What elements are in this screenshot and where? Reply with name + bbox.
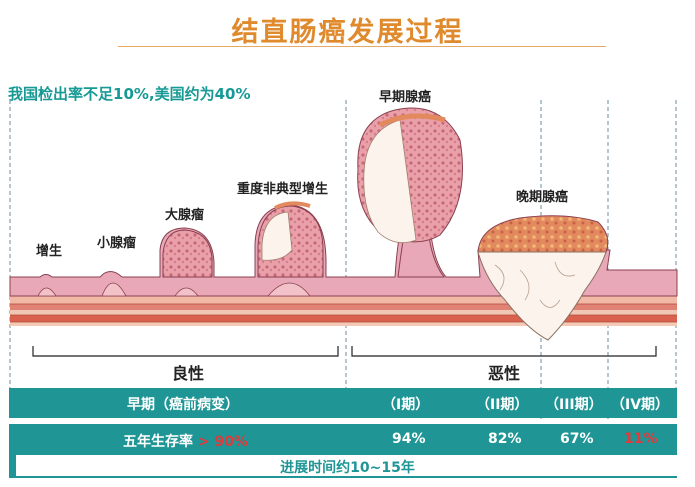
stage-label-late-cancer: 晚期腺癌 — [516, 190, 569, 205]
stage-label-hyperplasia: 增生 — [36, 244, 63, 259]
bar-stage-1: （I期） — [382, 397, 430, 413]
large-adenoma — [162, 229, 213, 278]
survival-stage-3: 67% — [560, 431, 594, 447]
stage-label-large-adenoma: 大腺瘤 — [165, 208, 205, 223]
progress-time-text: 进展时间约10~15年 — [280, 460, 415, 476]
bar-stage-2: （II期） — [476, 397, 529, 413]
detection-rate-text: 我国检出率不足10%,美国约为40% — [8, 85, 251, 103]
stage-label-early-cancer: 早期腺癌 — [379, 90, 432, 105]
stage-bar — [9, 388, 677, 418]
stage-label-severe-dysplasia: 重度非典型增生 — [237, 182, 329, 197]
malignant-bracket — [351, 346, 657, 357]
survival-early-value: > 90% — [197, 434, 248, 450]
stage-divider-lines — [9, 100, 677, 420]
bar-stage-4: （IV期） — [611, 397, 670, 413]
stage-label-small-adenoma: 小腺瘤 — [97, 236, 137, 251]
survival-stage-1: 94% — [392, 431, 426, 447]
early-cancer-polyp — [357, 107, 463, 278]
small-adenoma-bump — [101, 282, 127, 297]
severe-dysplasia-polyp — [257, 201, 324, 278]
bump-3 — [174, 287, 199, 297]
page-title: 结直肠癌发展过程 — [231, 17, 464, 48]
survival-stage-4: 11% — [624, 431, 658, 447]
progress-strip — [16, 455, 683, 476]
survival-rate-row: 五年生存率 > 90% — [123, 431, 248, 451]
benign-label: 良性 — [172, 364, 205, 383]
bump-4 — [267, 282, 311, 297]
bar-early-stage: 早期（癌前病变） — [127, 397, 239, 413]
malignant-label: 恶性 — [488, 364, 521, 383]
benign-bracket — [32, 346, 339, 357]
survival-label: 五年生存率 — [123, 434, 193, 450]
hyperplasia-bump — [37, 287, 57, 297]
bar-stage-3: （III期） — [545, 397, 603, 413]
survival-stage-2: 82% — [488, 431, 522, 447]
title-divider — [118, 46, 606, 47]
late-cancer-mass — [477, 215, 609, 341]
